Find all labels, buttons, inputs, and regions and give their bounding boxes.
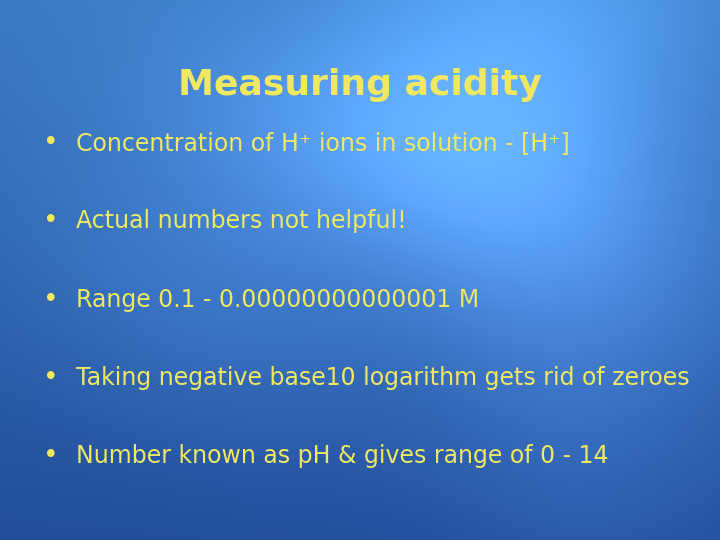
Text: •: • xyxy=(42,365,58,391)
Text: Taking negative base10 logarithm gets rid of zeroes: Taking negative base10 logarithm gets ri… xyxy=(76,366,689,390)
Text: Measuring acidity: Measuring acidity xyxy=(178,68,542,102)
Text: •: • xyxy=(42,287,58,313)
Text: •: • xyxy=(42,443,58,469)
Text: Actual numbers not helpful!: Actual numbers not helpful! xyxy=(76,210,406,233)
Text: Concentration of H⁺ ions in solution - [H⁺]: Concentration of H⁺ ions in solution - [… xyxy=(76,131,570,155)
Text: Range 0.1 - 0.00000000000001 M: Range 0.1 - 0.00000000000001 M xyxy=(76,288,479,312)
Text: •: • xyxy=(42,130,58,156)
Text: •: • xyxy=(42,208,58,234)
Text: Number known as pH & gives range of 0 - 14: Number known as pH & gives range of 0 - … xyxy=(76,444,608,468)
